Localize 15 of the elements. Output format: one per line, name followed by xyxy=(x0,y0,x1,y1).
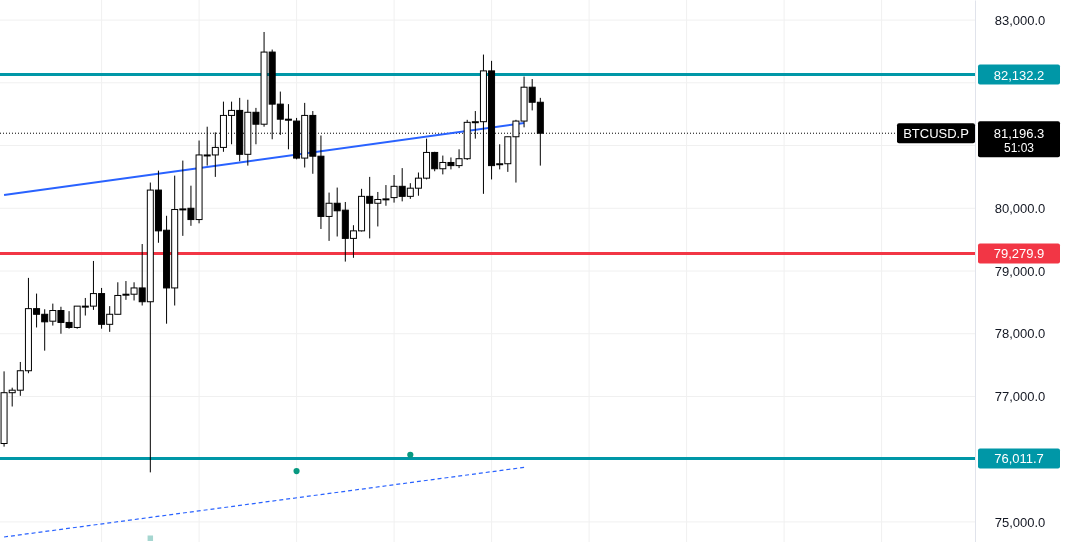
point xyxy=(147,535,154,541)
y-tick-label: 78,000.0 xyxy=(994,326,1046,342)
ref-line-label: 79,279.9 xyxy=(993,246,1045,262)
y-tick-label: 75,000.0 xyxy=(994,514,1046,530)
point xyxy=(407,451,414,458)
ref-line-label: 76,011.7 xyxy=(994,451,1044,467)
y-tick-label: 79,000.0 xyxy=(994,263,1046,279)
text: 51:03 xyxy=(1003,141,1035,156)
y-tick-label: 80,000.0 xyxy=(994,200,1046,216)
point xyxy=(293,468,300,475)
ref-line-label: 81,196.3 xyxy=(993,126,1045,142)
annotation: BTCUSD.P xyxy=(903,126,969,142)
y-tick-label: 83,000.0 xyxy=(994,12,1046,28)
y-tick-label: 77,000.0 xyxy=(994,389,1046,405)
ref-line-label: 82,132.2 xyxy=(993,67,1045,83)
